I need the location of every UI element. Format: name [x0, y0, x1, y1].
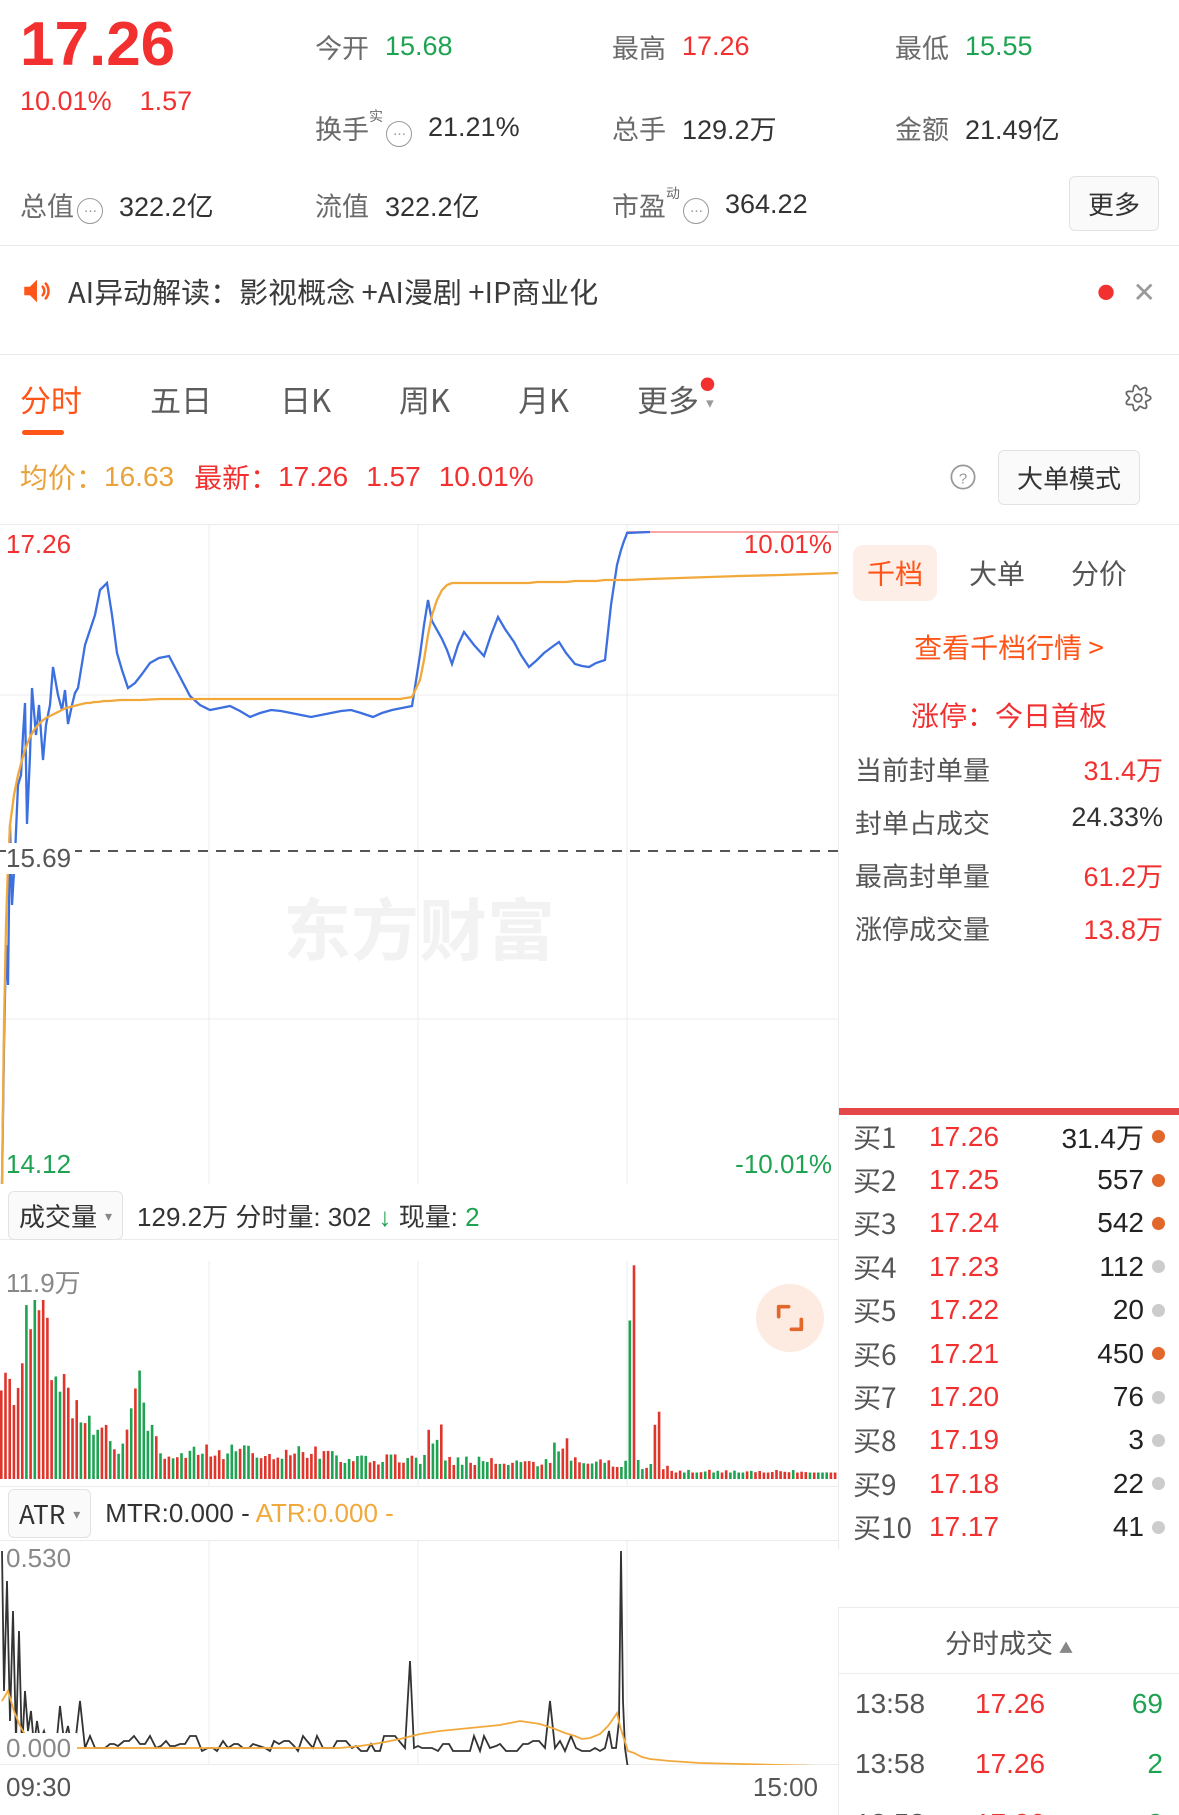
svg-text:?: ?: [959, 470, 967, 487]
svg-text:东方财富: 东方财富: [283, 876, 555, 975]
